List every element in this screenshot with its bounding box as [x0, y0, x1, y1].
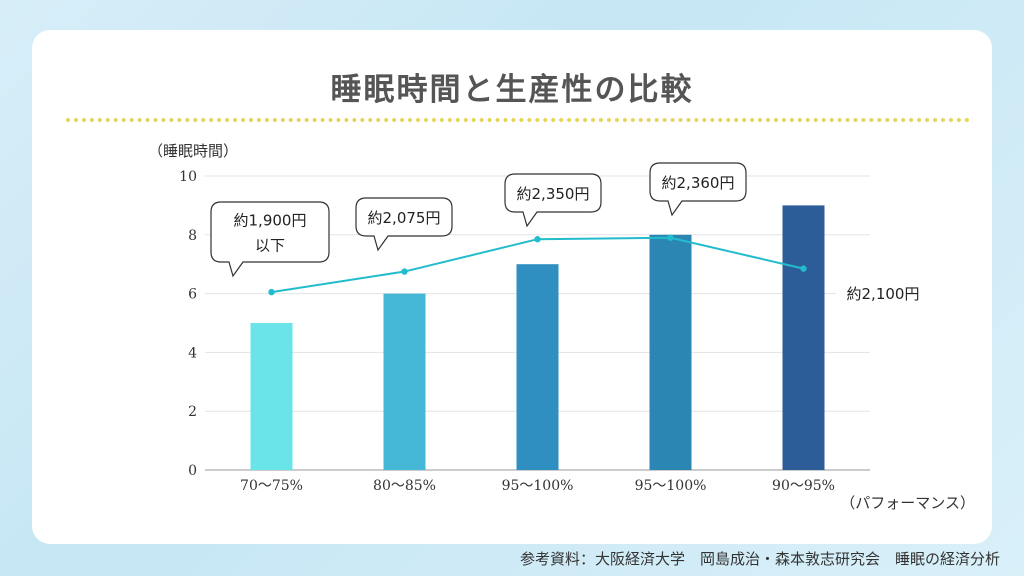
data-label: 約2,360円 — [662, 174, 735, 192]
line-point — [667, 234, 674, 241]
bar — [649, 234, 692, 470]
x-tick-label: 70～75% — [240, 478, 303, 494]
y-tick-label: 8 — [188, 228, 197, 244]
line-point — [268, 288, 275, 296]
y-tick-label: 2 — [188, 404, 197, 420]
data-label: 約2,100円 — [847, 285, 920, 303]
data-label: 約2,075円 — [368, 209, 441, 227]
x-tick-label: 95～100% — [502, 478, 574, 494]
line-point — [401, 268, 408, 275]
bar — [250, 323, 293, 470]
data-label: 約2,350円 — [517, 185, 590, 203]
title-divider — [66, 118, 970, 122]
callout-bubble — [649, 162, 747, 217]
data-label-bg — [836, 276, 926, 310]
line-point — [800, 265, 807, 272]
page-title: 睡眠時間と生産性の比較 — [330, 72, 694, 108]
y-tick-label: 10 — [179, 169, 197, 185]
line-point — [534, 236, 541, 243]
callout-bubble — [355, 197, 453, 252]
data-label: 以下 — [255, 237, 285, 255]
x-tick-label: 90～95% — [772, 478, 835, 494]
bar — [516, 264, 559, 470]
source-note: 参考資料：大阪経済大学 岡島成治・森本敦志研究会 睡眠の経済分析 — [519, 550, 1000, 568]
y-axis-label: （睡眠時間） — [148, 142, 238, 160]
y-tick-label: 4 — [188, 345, 197, 361]
bar — [383, 293, 426, 470]
x-tick-label: 95～100% — [635, 478, 707, 494]
chart-card — [32, 30, 992, 544]
y-tick-label: 6 — [188, 287, 197, 303]
x-tick-label: 80～85% — [373, 478, 436, 494]
callout-bubble — [210, 201, 330, 278]
x-axis-label: （パフォーマンス） — [840, 494, 975, 512]
y-tick-label: 0 — [188, 463, 197, 479]
bar — [782, 205, 825, 470]
callout-bubble — [504, 173, 602, 228]
data-label: 約1,900円 — [234, 212, 307, 230]
